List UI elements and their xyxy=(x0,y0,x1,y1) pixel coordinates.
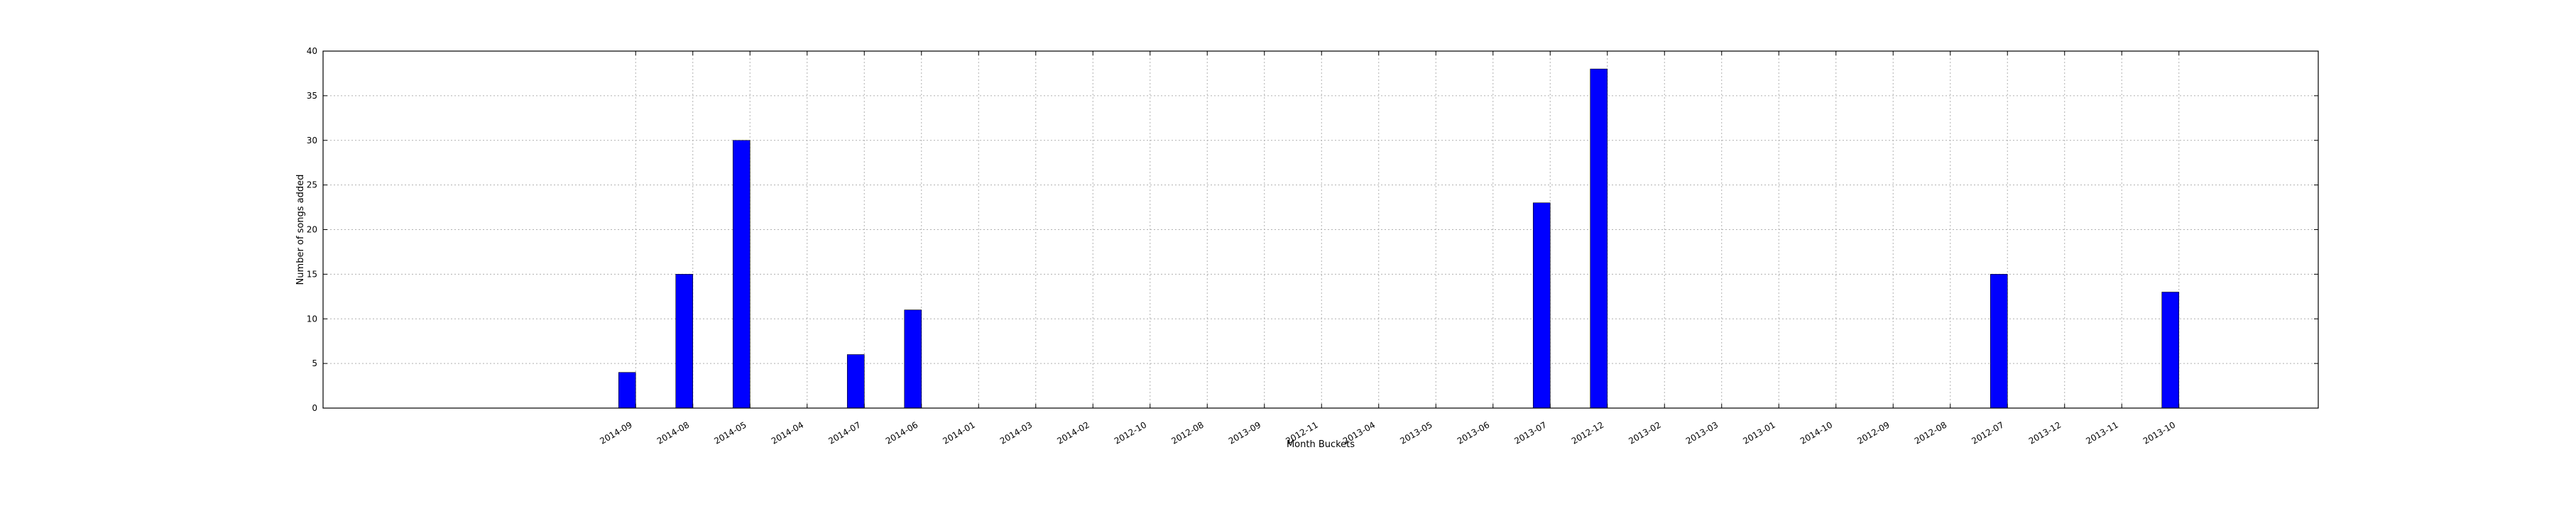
x-tick-label: 2013-10 xyxy=(2141,419,2177,446)
y-tick-label: 40 xyxy=(307,46,317,56)
bar xyxy=(1590,68,1608,409)
bar xyxy=(904,309,922,409)
x-tick-label: 2014-01 xyxy=(941,419,976,446)
x-tick-label: 2013-11 xyxy=(2084,419,2119,446)
y-tick-label: 15 xyxy=(307,269,317,279)
y-tick-label: 0 xyxy=(312,403,317,413)
x-tick-label: 2013-07 xyxy=(1512,419,1548,446)
bar xyxy=(2161,292,2180,409)
y-tick-label: 25 xyxy=(307,180,317,190)
x-tick-label: 2012-08 xyxy=(1913,419,1948,446)
y-tick-label: 35 xyxy=(307,91,317,101)
x-tick-label: 2012-09 xyxy=(1855,419,1891,446)
x-tick-label: 2013-02 xyxy=(1627,419,1662,446)
x-tick-label: 2014-02 xyxy=(1055,419,1091,446)
x-tick-label: 2013-09 xyxy=(1227,419,1262,446)
bar xyxy=(618,372,636,409)
grid-lines xyxy=(323,51,2318,408)
x-tick-label: 2014-09 xyxy=(598,419,633,446)
x-tick-label: 2012-08 xyxy=(1169,419,1205,446)
y-tick-label: 20 xyxy=(307,225,317,235)
bar xyxy=(675,274,694,409)
y-tick-label: 5 xyxy=(312,358,317,368)
bar xyxy=(732,140,751,409)
x-tick-label: 2014-06 xyxy=(884,419,919,446)
x-tick-label: 2014-08 xyxy=(655,419,691,446)
bar xyxy=(1532,202,1551,409)
x-tick-label: 2014-05 xyxy=(712,419,748,446)
x-tick-label: 2013-01 xyxy=(1741,419,1777,446)
x-tick-label: 2013-03 xyxy=(1684,419,1720,446)
tick-marks xyxy=(323,50,2318,409)
y-tick-label: 30 xyxy=(307,136,317,145)
x-tick-label: 2013-12 xyxy=(2027,419,2063,446)
x-tick-label: 2013-06 xyxy=(1456,419,1491,446)
y-axis-label: Number of songs added xyxy=(295,175,306,285)
x-tick-label: 2014-07 xyxy=(826,419,862,446)
bars xyxy=(618,68,2180,409)
y-tick-labels: 0 5 10 15 20 25 30 35 40 xyxy=(307,46,317,413)
x-tick-label: 2012-12 xyxy=(1570,419,1605,446)
x-tick-label: 2013-05 xyxy=(1398,419,1434,446)
x-tick-label: 2014-04 xyxy=(770,419,805,446)
y-tick-label: 10 xyxy=(307,314,317,324)
bar xyxy=(846,354,865,409)
x-tick-label: 2014-10 xyxy=(1799,419,1834,446)
x-tick-label: 2012-10 xyxy=(1113,419,1148,446)
x-tick-labels: 2014-09 2014-08 2014-05 2014-04 2014-07 2014-… xyxy=(598,419,2177,446)
x-tick-label: 2012-07 xyxy=(1970,419,2005,446)
x-tick-label: 2014-03 xyxy=(998,419,1034,446)
x-axis-label: Month Buckets xyxy=(1287,439,1355,450)
bar xyxy=(1990,274,2008,409)
